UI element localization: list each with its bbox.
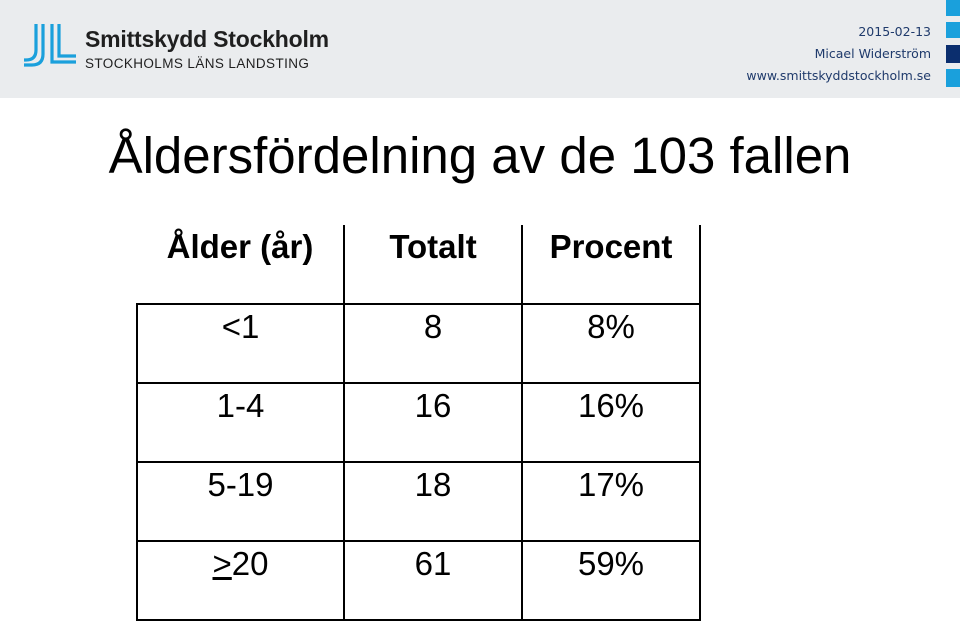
square-decoration — [946, 0, 960, 16]
square-decoration — [946, 22, 960, 38]
slide-author: Micael Widerström — [814, 46, 931, 61]
table-row: <1 8 8% — [136, 303, 701, 384]
slide-title: Åldersfördelning av de 103 fallen — [108, 127, 852, 184]
percent-cell: 59% — [521, 540, 701, 621]
age-cell: >20 — [136, 540, 345, 621]
website-link[interactable]: www.smittskyddstockholm.se — [746, 68, 931, 83]
decorative-squares — [946, 0, 960, 98]
age-cell: 1-4 — [136, 382, 345, 463]
table-row: 5-19 18 17% — [136, 461, 701, 542]
column-header-age: Ålder (år) — [137, 225, 345, 305]
total-cell: 18 — [343, 461, 523, 542]
percent-cell: 17% — [521, 461, 701, 542]
total-cell: 16 — [343, 382, 523, 463]
age-cell: 5-19 — [136, 461, 345, 542]
total-cell: 8 — [343, 303, 523, 384]
column-header-percent: Procent — [521, 225, 701, 305]
smittskydd-logo: Smittskydd Stockholm STOCKHOLMS LÄNS LAN… — [22, 22, 367, 72]
slide-date: 2015-02-13 — [858, 24, 931, 39]
square-decoration — [946, 45, 960, 63]
total-cell: 61 — [343, 540, 523, 621]
age-distribution-table: Ålder (år) Totalt Procent <1 8 8% 1-4 16… — [136, 225, 701, 621]
percent-cell: 8% — [521, 303, 701, 384]
percent-cell: 16% — [521, 382, 701, 463]
table-row: 1-4 16 16% — [136, 382, 701, 463]
column-header-total: Totalt — [343, 225, 523, 305]
table-header-row: Ålder (år) Totalt Procent — [137, 225, 701, 305]
age-value: 20 — [231, 545, 269, 582]
square-decoration — [946, 69, 960, 87]
logo-subtitle: STOCKHOLMS LÄNS LANDSTING — [85, 56, 310, 71]
header-bar: Smittskydd Stockholm STOCKHOLMS LÄNS LAN… — [0, 0, 960, 98]
slide-meta: 2015-02-13 Micael Widerström www.smittsk… — [746, 21, 931, 87]
greater-equal-symbol: > — [212, 545, 232, 582]
logo-name: Smittskydd Stockholm — [85, 26, 329, 52]
logo-mark-icon — [24, 24, 76, 67]
table-row: >20 61 59% — [136, 540, 701, 621]
age-cell: <1 — [136, 303, 345, 384]
